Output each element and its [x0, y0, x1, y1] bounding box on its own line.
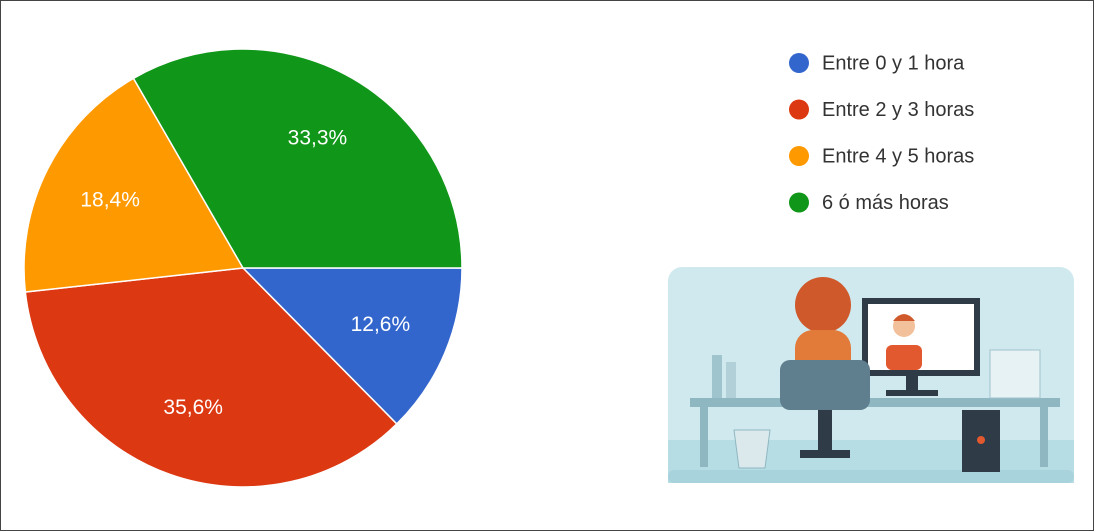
legend-label: 6 ó más horas — [822, 192, 949, 214]
legend-label: Entre 2 y 3 horas — [822, 99, 974, 121]
legend-label: Entre 0 y 1 hora — [822, 52, 965, 74]
legend-marker — [789, 100, 809, 120]
illustration — [668, 267, 1074, 483]
pie: 12,6% 35,6% 18,4% 33,3% — [24, 49, 462, 487]
slice-label: 12,6% — [351, 313, 411, 336]
chart: 12,6% 35,6% 18,4% 33,3% Entre 0 y 1 hora Ent… — [0, 0, 1094, 531]
slice-label: 35,6% — [163, 396, 223, 419]
legend-marker — [789, 193, 809, 213]
legend-marker — [789, 53, 809, 73]
legend-marker — [789, 146, 809, 166]
slice-label: 33,3% — [288, 127, 348, 150]
legend-label: Entre 4 y 5 horas — [822, 145, 974, 167]
slice-label: 18,4% — [80, 188, 140, 211]
page: {"chart_data": {"type": "pie", "categori… — [0, 0, 1094, 531]
